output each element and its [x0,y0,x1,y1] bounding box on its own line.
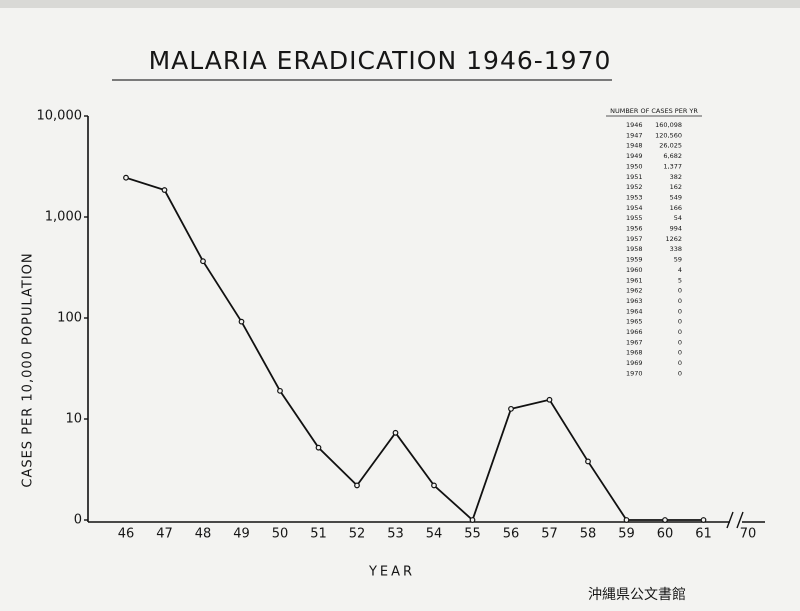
point [238,318,245,325]
table-year: 1959 [626,256,643,264]
table-cases: 0 [678,307,682,315]
table-cases: 0 [678,338,682,346]
point [469,517,476,523]
x-tick-label: 47 [156,527,173,542]
point [315,444,322,451]
table-cases: 26,025 [659,142,682,150]
x-tick-label: 50 [272,527,289,542]
table-year: 1957 [626,235,643,243]
point [431,482,437,489]
y-tick-label: 100 [57,311,82,326]
table-year: 1948 [626,142,643,150]
point [354,482,360,489]
x-tick-label: 49 [233,527,250,542]
table-cases: 166 [670,204,682,212]
table-year: 1960 [626,266,643,274]
point [277,387,283,394]
x-tick-label: 60 [657,527,674,542]
y-tick-label: 0 [74,513,82,528]
table-cases: 0 [678,349,682,357]
table-cases: 4 [678,266,682,274]
table-year: 1963 [626,297,643,305]
table-cases: 54 [674,214,682,222]
table-year: 1953 [626,193,643,201]
point [200,258,206,265]
table-title: NUMBER OF CASES PER YR [610,107,698,115]
line [125,176,704,522]
y-axis-label: CASES PER 10,000 POPULATION [21,252,36,487]
table-year: 1969 [626,359,643,367]
x-tick-label: 61 [695,527,712,542]
table-cases: 1,377 [663,162,682,170]
paper-edge [0,0,800,8]
x-tick-label: 70 [740,527,757,542]
x-tick-label: 53 [387,527,404,542]
table-year: 1950 [626,162,643,170]
chart-title: MALARIA ERADICATION 1946-1970 [149,46,612,75]
table-cases: 549 [670,193,682,201]
table-year: 1949 [626,152,643,160]
y-tick-label: 10,000 [37,109,83,124]
table-year: 1955 [626,214,643,222]
table-year: 1970 [626,369,643,377]
point [585,458,591,465]
x-tick-label: 56 [503,527,520,542]
table-year: 1954 [626,204,643,212]
table-cases: 6,682 [663,152,682,160]
table-cases: 120,560 [655,131,682,139]
table-cases: 0 [678,287,682,295]
x-axis-label: YEAR [368,565,415,580]
x-tick-label: 52 [349,527,366,542]
table-cases: 1262 [665,235,682,243]
table-cases: 162 [670,183,682,191]
x-tick-label: 46 [118,527,135,542]
table-cases: 0 [678,359,682,367]
table-cases: 5 [678,276,682,284]
point [662,517,668,523]
axis-break [726,511,744,529]
point [123,174,129,181]
table-cases: 59 [674,256,682,264]
x-tick-label: 59 [618,527,635,542]
table-year: 1952 [626,183,643,191]
table-year: 1966 [626,328,643,336]
table-year: 1965 [626,318,643,326]
point [623,517,630,523]
table-year: 1968 [626,349,643,357]
x-tick-label: 58 [580,527,597,542]
table-cases: 0 [678,318,682,326]
point [508,405,514,412]
table-year: 1962 [626,287,643,295]
point [546,396,553,403]
table-cases: 0 [678,369,682,377]
x-tick-label: 51 [310,527,327,542]
table-year: 1961 [626,276,643,284]
table-cases: 0 [678,297,682,305]
point [392,429,399,436]
table-year: 1964 [626,307,643,315]
table-cases: 994 [670,225,682,233]
watermark: 沖縄県公文書館 [588,586,686,603]
table-year: 1956 [626,225,643,233]
x-tick-label: 57 [541,527,558,542]
table-cases: 0 [678,328,682,336]
y-tick-label: 10 [65,412,82,427]
x-tick-label: 48 [195,527,212,542]
table-cases: 382 [670,173,682,181]
table-year: 1947 [626,131,643,139]
point [161,187,168,193]
table-cases: 338 [670,245,682,253]
x-tick-label: 54 [426,527,443,542]
table-year: 1958 [626,245,643,253]
x-tick-label: 55 [464,527,481,542]
point [700,517,707,523]
table-year: 1946 [626,121,643,129]
y-tick-label: 1,000 [45,210,82,225]
table-year: 1951 [626,173,643,181]
table-cases: 160,098 [655,121,682,129]
table-year: 1967 [626,338,643,346]
